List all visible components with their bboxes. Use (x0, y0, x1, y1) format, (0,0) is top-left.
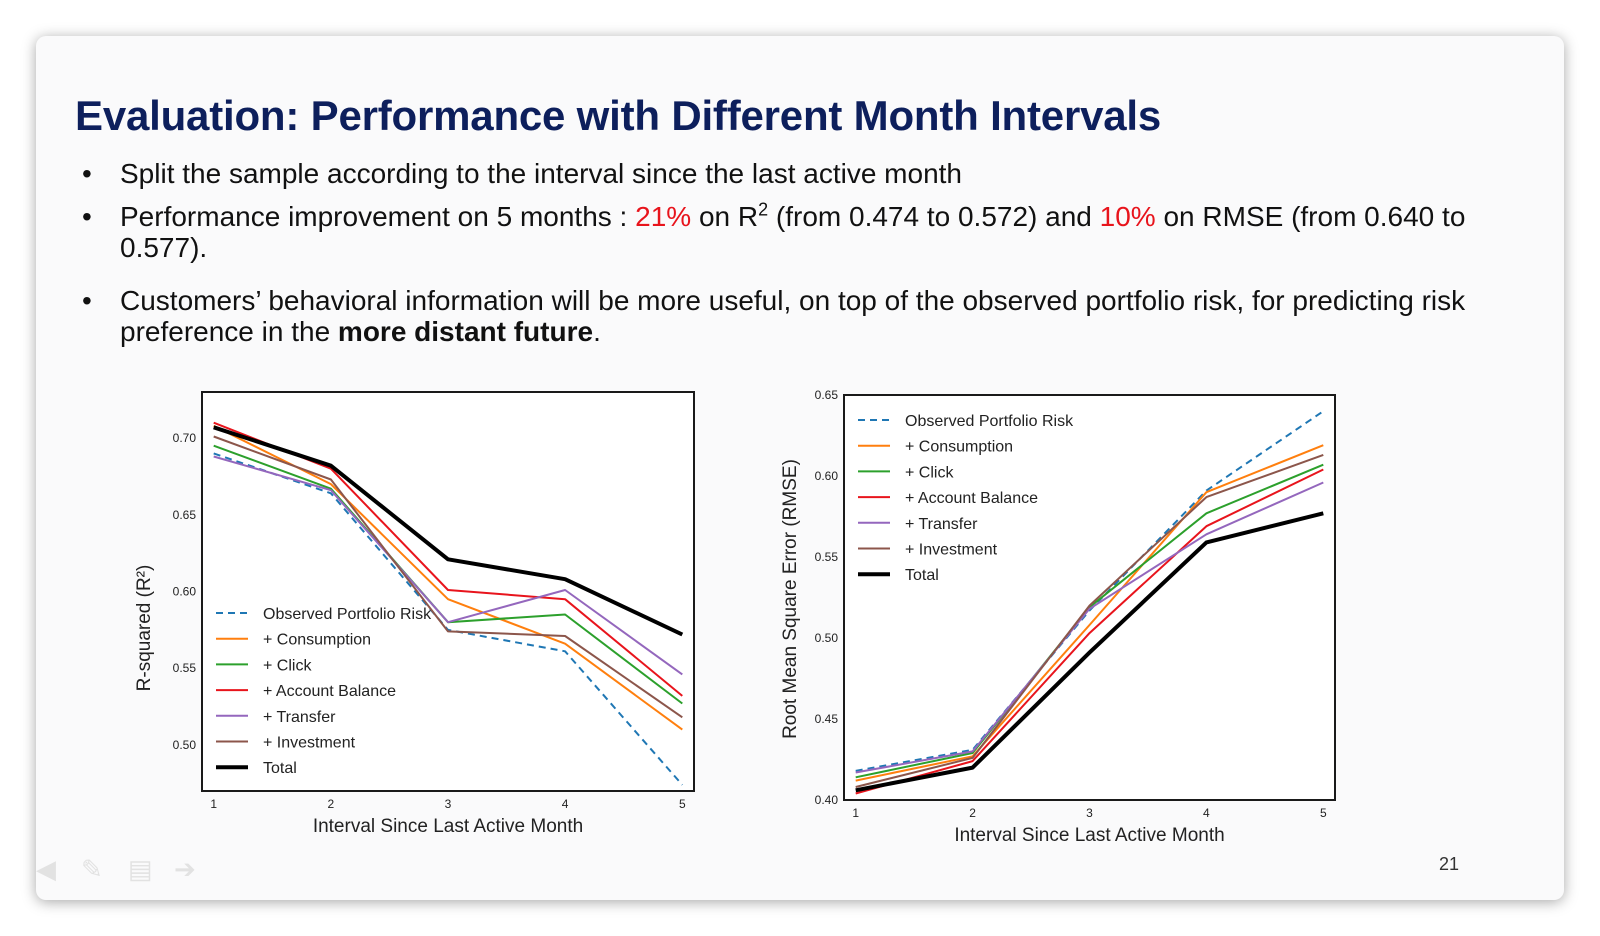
plot-frame (843, 394, 1336, 801)
bullet-item: • Split the sample according to the inte… (82, 158, 1522, 189)
rmse-improvement-highlight: 10% (1099, 201, 1156, 232)
pen-icon[interactable]: ✎ (81, 854, 103, 884)
series-line (855, 468, 1324, 795)
series-line (213, 435, 683, 719)
next-icon[interactable]: ➔ (174, 854, 196, 884)
x-tick-label: 4 (1203, 806, 1210, 820)
x-tick-label: 2 (969, 806, 976, 820)
series-line (213, 425, 684, 637)
bullet-item: • Performance improvement on 5 months : … (82, 201, 1522, 263)
bullet-dot: • (82, 201, 92, 232)
legend-label: + Account Balance (263, 683, 396, 700)
bullet-text: . (593, 316, 601, 347)
legend-label: + Click (263, 657, 312, 674)
y-tick-label: 0.45 (815, 712, 839, 726)
legend-label: Observed Portfolio Risk (263, 606, 432, 623)
bullet-text: on R (691, 201, 759, 232)
bullet-text: Customers’ behavioral information will b… (120, 285, 1466, 347)
x-tick-label: 5 (679, 797, 686, 811)
y-tick-label: 0.50 (173, 738, 197, 752)
legend-label: + Account Balance (905, 490, 1038, 507)
legend-label: + Investment (263, 735, 356, 752)
legend-label: + Transfer (263, 709, 336, 726)
series-line (855, 453, 1324, 788)
y-tick-label: 0.60 (173, 585, 197, 599)
x-tick-label: 2 (328, 797, 335, 811)
y-tick-label: 0.65 (173, 508, 197, 522)
menu-icon[interactable]: ▤ (128, 854, 153, 884)
legend-label: Total (905, 567, 939, 584)
plot-frame (201, 391, 695, 792)
bullet-dot: • (82, 285, 92, 316)
y-tick-label: 0.40 (815, 793, 839, 807)
bullet-dot: • (82, 158, 92, 189)
legend-label: + Click (905, 464, 954, 481)
x-tick-label: 5 (1320, 806, 1327, 820)
x-tick-label: 3 (1086, 806, 1093, 820)
bullet-item: • Customers’ behavioral information will… (82, 285, 1522, 347)
bullet-text: on RMSE (from 0.640 to 0.577). (120, 201, 1466, 263)
series-line (855, 444, 1324, 782)
series-line (855, 511, 1324, 793)
bold-text: more distant future (337, 316, 594, 347)
r-squared-chart: 0.50 0.55 0.60 0.65 0.70 1 2 3 4 5 Interval Since … (134, 391, 695, 837)
bullet-list: • Split the sample according to the inte… (82, 158, 1522, 347)
x-axis-label: Interval Since Last Active Month (313, 816, 583, 837)
y-tick-label: 0.70 (173, 431, 197, 445)
y-axis-label: R-squared (R²) (134, 565, 155, 692)
x-tick-label: 1 (852, 806, 859, 820)
y-tick-label: 0.65 (815, 388, 839, 402)
y-tick-label: 0.55 (173, 661, 197, 675)
previous-icon[interactable]: ◀ (36, 854, 56, 884)
bullet-text: (from 0.474 to 0.572) and (768, 201, 1100, 232)
y-tick-label: 0.55 (815, 550, 839, 564)
series-line (855, 410, 1324, 772)
legend-label: + Investment (905, 542, 998, 559)
rmse-chart: 0.40 0.45 0.50 0.55 0.60 0.65 1 2 3 4 5 Interval Si… (780, 388, 1336, 846)
legend-label: Observed Portfolio Risk (905, 413, 1074, 430)
page-number: 21 (1439, 854, 1460, 874)
legend-label: + Transfer (905, 516, 978, 533)
y-axis-label: Root Mean Square Error (RMSE) (780, 459, 801, 739)
x-tick-label: 3 (445, 797, 452, 811)
x-tick-label: 4 (562, 797, 569, 811)
slide: Evaluation: Performance with Different M… (36, 36, 1564, 900)
bullet-text: Performance improvement on 5 months : (120, 201, 636, 232)
series-line (213, 455, 683, 676)
x-axis-label: Interval Since Last Active Month (954, 825, 1224, 846)
superscript: 2 (758, 199, 769, 220)
legend-label: + Consumption (263, 632, 371, 649)
legend-label: Total (263, 760, 297, 777)
y-tick-label: 0.60 (815, 469, 839, 483)
series-line (855, 481, 1324, 774)
y-tick-label: 0.50 (815, 631, 839, 645)
slide-title: Evaluation: Performance with Different M… (75, 92, 1162, 139)
legend-label: + Consumption (905, 439, 1013, 456)
x-tick-label: 1 (210, 797, 217, 811)
bullet-text: Split the sample according to the interv… (120, 158, 962, 189)
r2-improvement-highlight: 21% (635, 201, 692, 232)
